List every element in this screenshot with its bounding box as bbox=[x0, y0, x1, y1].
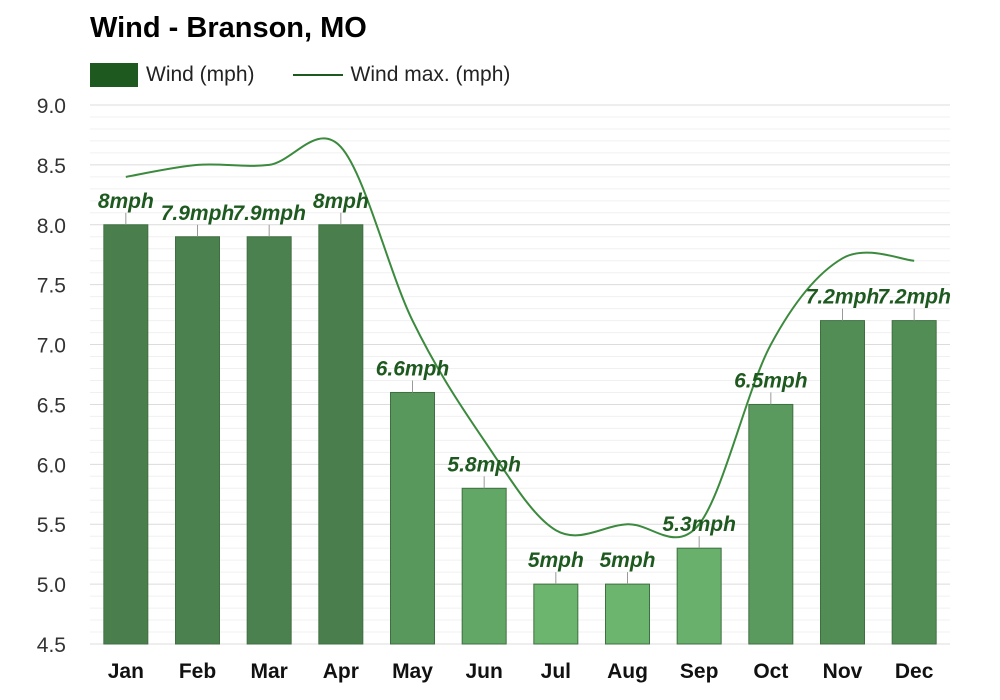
y-tick-label: 8.5 bbox=[37, 155, 66, 178]
data-label-sep: 5.3mph bbox=[662, 513, 736, 536]
chart-title: Wind - Branson, MO bbox=[90, 12, 367, 44]
x-tick-label: Apr bbox=[323, 660, 359, 683]
y-tick-label: 4.5 bbox=[37, 634, 66, 657]
data-label-jul: 5mph bbox=[528, 549, 584, 572]
legend-item-wind[interactable]: Wind (mph) bbox=[90, 63, 255, 87]
x-tick-label: Dec bbox=[895, 660, 934, 683]
bar-nov bbox=[820, 320, 865, 645]
bar-aug bbox=[605, 583, 650, 645]
data-label-jan: 8mph bbox=[98, 190, 154, 213]
x-tick-label: Jul bbox=[541, 660, 571, 683]
data-label-dec: 7.2mph bbox=[877, 286, 951, 309]
y-tick-label: 6.5 bbox=[37, 394, 66, 417]
wind-max-line bbox=[125, 137, 915, 539]
legend: Wind (mph) Wind max. (mph) bbox=[90, 61, 548, 89]
y-tick-label: 9.0 bbox=[37, 95, 66, 118]
data-label-may: 6.6mph bbox=[376, 357, 450, 380]
y-tick-label: 5.5 bbox=[37, 514, 66, 537]
x-tick-label: Feb bbox=[179, 660, 216, 683]
data-label-jun: 5.8mph bbox=[447, 453, 521, 476]
x-tick-label: Sep bbox=[680, 660, 719, 683]
data-label-feb: 7.9mph bbox=[161, 202, 235, 225]
bar-sep bbox=[676, 547, 722, 645]
bar-feb bbox=[175, 236, 220, 645]
x-tick-label: Jun bbox=[465, 660, 502, 683]
y-tick-label: 6.0 bbox=[37, 454, 66, 477]
y-tick-label: 7.5 bbox=[37, 275, 66, 298]
data-label-apr: 8mph bbox=[313, 190, 369, 213]
y-tick-label: 7.0 bbox=[37, 335, 66, 358]
bar-jun bbox=[461, 487, 507, 645]
x-tick-label: Oct bbox=[753, 660, 788, 683]
data-label-nov: 7.2mph bbox=[806, 286, 880, 309]
legend-label-wind: Wind (mph) bbox=[146, 63, 255, 86]
x-tick-label: Jan bbox=[108, 660, 144, 683]
legend-item-wind-max[interactable]: Wind max. (mph) bbox=[292, 63, 511, 87]
legend-bar-swatch bbox=[90, 63, 138, 87]
y-tick-label: 8.0 bbox=[37, 215, 66, 238]
bar-dec bbox=[891, 320, 937, 645]
legend-label-wind-max: Wind max. (mph) bbox=[350, 63, 511, 86]
bar-may bbox=[390, 391, 435, 645]
x-tick-label: Nov bbox=[823, 660, 863, 683]
y-tick-label: 5.0 bbox=[37, 574, 66, 597]
legend-line-swatch bbox=[292, 74, 343, 76]
data-label-aug: 5mph bbox=[599, 549, 655, 572]
bar-mar bbox=[246, 236, 292, 645]
x-tick-label: Mar bbox=[250, 660, 287, 683]
data-label-oct: 6.5mph bbox=[734, 369, 808, 392]
x-tick-label: Aug bbox=[607, 660, 648, 683]
bar-oct bbox=[748, 403, 794, 645]
bar-apr bbox=[318, 224, 364, 645]
data-label-mar: 7.9mph bbox=[232, 202, 306, 225]
bar-jan bbox=[103, 224, 149, 645]
x-tick-label: May bbox=[392, 660, 433, 683]
bar-jul bbox=[533, 583, 579, 645]
